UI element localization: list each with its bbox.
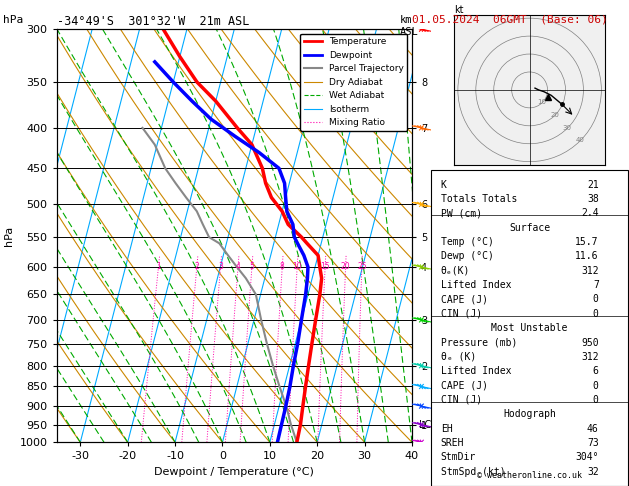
- Text: 15: 15: [320, 262, 330, 272]
- Text: CIN (J): CIN (J): [441, 309, 482, 319]
- Text: 5: 5: [250, 262, 254, 272]
- Text: 8: 8: [280, 262, 285, 272]
- Text: 2.4: 2.4: [581, 208, 599, 218]
- Text: 1: 1: [156, 262, 161, 272]
- Text: Lifted Index: Lifted Index: [441, 366, 511, 376]
- Text: 01.05.2024  06GMT  (Base: 06): 01.05.2024 06GMT (Base: 06): [412, 15, 608, 25]
- Text: CAPE (J): CAPE (J): [441, 295, 487, 304]
- Text: 6: 6: [593, 366, 599, 376]
- Text: 312: 312: [581, 352, 599, 362]
- Legend: Temperature, Dewpoint, Parcel Trajectory, Dry Adiabat, Wet Adiabat, Isotherm, Mi: Temperature, Dewpoint, Parcel Trajectory…: [300, 34, 408, 131]
- Text: 21: 21: [587, 180, 599, 190]
- Text: LCL: LCL: [419, 419, 437, 430]
- Text: StmSpd (kt): StmSpd (kt): [441, 467, 505, 477]
- FancyBboxPatch shape: [431, 170, 628, 486]
- Text: 11.6: 11.6: [576, 251, 599, 261]
- Text: Temp (°C): Temp (°C): [441, 237, 494, 247]
- Text: CIN (J): CIN (J): [441, 395, 482, 405]
- Text: ASL: ASL: [399, 27, 418, 37]
- Text: © weatheronline.co.uk: © weatheronline.co.uk: [477, 470, 582, 480]
- X-axis label: Dewpoint / Temperature (°C): Dewpoint / Temperature (°C): [154, 467, 314, 477]
- Text: Surface: Surface: [509, 223, 550, 233]
- Text: 32: 32: [587, 467, 599, 477]
- Text: 950: 950: [581, 337, 599, 347]
- Text: 73: 73: [587, 438, 599, 448]
- Text: 20: 20: [341, 262, 350, 272]
- Text: K: K: [441, 180, 447, 190]
- Text: 0: 0: [593, 309, 599, 319]
- Text: 0: 0: [593, 395, 599, 405]
- Text: 304°: 304°: [576, 452, 599, 462]
- Text: km: km: [399, 15, 412, 25]
- Text: Totals Totals: Totals Totals: [441, 194, 517, 204]
- Text: SREH: SREH: [441, 438, 464, 448]
- Text: StmDir: StmDir: [441, 452, 476, 462]
- Text: PW (cm): PW (cm): [441, 208, 482, 218]
- Text: hPa: hPa: [3, 15, 23, 25]
- Text: 25: 25: [357, 262, 367, 272]
- Text: kt: kt: [454, 4, 464, 15]
- Text: Most Unstable: Most Unstable: [491, 323, 568, 333]
- Text: 3: 3: [218, 262, 223, 272]
- Text: 10: 10: [292, 262, 302, 272]
- Text: 4: 4: [236, 262, 240, 272]
- Text: 2: 2: [194, 262, 199, 272]
- Text: 30: 30: [563, 124, 572, 131]
- Text: 46: 46: [587, 424, 599, 434]
- Text: θₑ(K): θₑ(K): [441, 266, 470, 276]
- Y-axis label: Mixing Ratio (g/kg): Mixing Ratio (g/kg): [433, 190, 443, 282]
- Text: 38: 38: [587, 194, 599, 204]
- Text: Pressure (mb): Pressure (mb): [441, 337, 517, 347]
- Text: -34°49'S  301°32'W  21m ASL: -34°49'S 301°32'W 21m ASL: [57, 15, 249, 28]
- Y-axis label: hPa: hPa: [4, 226, 14, 246]
- Text: 312: 312: [581, 266, 599, 276]
- Text: EH: EH: [441, 424, 452, 434]
- Text: 0: 0: [593, 381, 599, 391]
- Text: 40: 40: [576, 137, 584, 143]
- Text: θₑ (K): θₑ (K): [441, 352, 476, 362]
- Text: 7: 7: [593, 280, 599, 290]
- Text: 15.7: 15.7: [576, 237, 599, 247]
- Text: Dewp (°C): Dewp (°C): [441, 251, 494, 261]
- Text: Hodograph: Hodograph: [503, 409, 556, 419]
- Text: Lifted Index: Lifted Index: [441, 280, 511, 290]
- Text: CAPE (J): CAPE (J): [441, 381, 487, 391]
- Text: 10: 10: [538, 100, 547, 105]
- Text: 0: 0: [593, 295, 599, 304]
- Text: 20: 20: [550, 112, 559, 118]
